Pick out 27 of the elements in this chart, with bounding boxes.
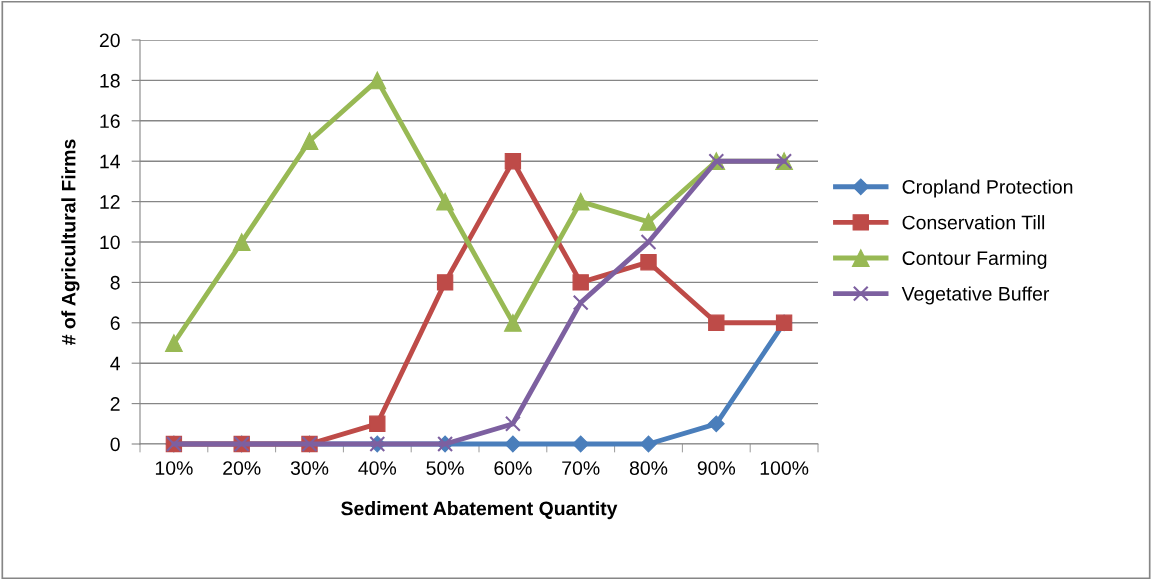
legend-label: Vegetative Buffer (901, 286, 1050, 305)
x-tick-label: 40% (358, 461, 397, 475)
y-tick-label: 20 (99, 33, 120, 48)
y-tick-label: 10 (100, 235, 120, 250)
x-tick-label: 70% (562, 461, 600, 475)
y-tick-label: 2 (110, 397, 120, 411)
y-axis-title: # of Agricultural Firms (61, 139, 80, 346)
y-tick-label: 16 (100, 114, 120, 129)
y-tick-label: 14 (100, 154, 120, 169)
x-axis-title: Sediment Abatement Quantity (341, 501, 618, 520)
y-tick-label: 12 (100, 195, 120, 209)
y-tick-label: 0 (110, 437, 120, 452)
y-tick-label: 8 (110, 275, 120, 290)
x-tick-label: 60% (494, 461, 532, 475)
x-tick-label: 50% (426, 461, 464, 475)
x-tick-label: 90% (697, 461, 736, 475)
x-tick-label: 100% (760, 461, 809, 475)
legend-label: Cropland Protection (902, 179, 1073, 198)
y-tick-label: 4 (110, 356, 120, 371)
x-tick-label: 20% (223, 461, 261, 475)
legend-label: Conservation Till (902, 215, 1045, 230)
legend-label: Contour Farming (902, 250, 1047, 269)
x-tick-label: 80% (629, 461, 668, 475)
x-tick-label: 10% (155, 461, 193, 475)
x-tick-label: 30% (290, 461, 329, 475)
y-tick-label: 18 (100, 73, 120, 88)
y-tick-label: 6 (110, 316, 120, 331)
